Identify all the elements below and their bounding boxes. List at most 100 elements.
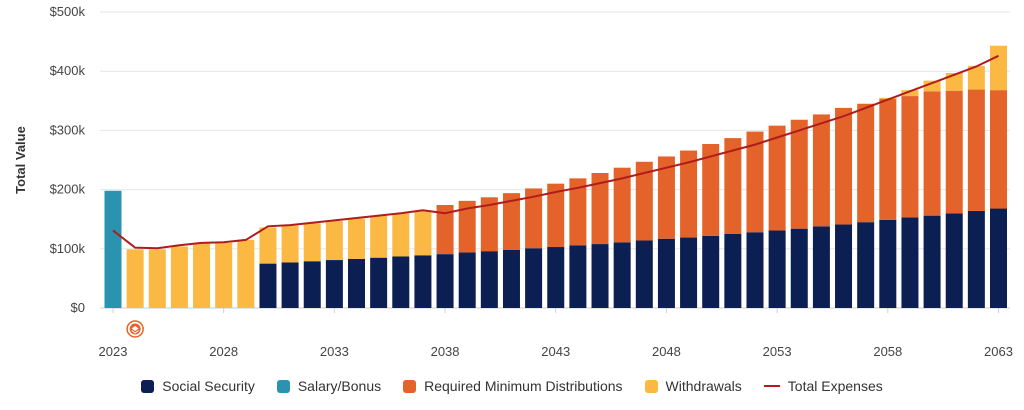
bar-social-security-2038[interactable] xyxy=(436,254,454,308)
legend-label-rmd: Required Minimum Distributions xyxy=(424,378,623,394)
bar-required-minimum-distributions-2045[interactable] xyxy=(591,173,609,245)
x-tick-label: 2043 xyxy=(541,344,570,359)
bar-required-minimum-distributions-2062[interactable] xyxy=(967,89,985,211)
bar-withdrawals-2059[interactable] xyxy=(901,90,919,97)
line-total-expenses[interactable] xyxy=(112,54,999,250)
bar-withdrawals-2037[interactable] xyxy=(414,210,432,256)
y-tick-label: $200k xyxy=(50,182,86,197)
bar-required-minimum-distributions-2053[interactable] xyxy=(768,125,786,231)
bar-required-minimum-distributions-2054[interactable] xyxy=(790,119,808,229)
bar-required-minimum-distributions-2052[interactable] xyxy=(746,131,764,233)
bar-social-security-2051[interactable] xyxy=(724,234,742,308)
bar-withdrawals-2030[interactable] xyxy=(259,227,277,264)
bar-social-security-2053[interactable] xyxy=(768,230,786,308)
bar-social-security-2030[interactable] xyxy=(259,263,277,308)
bar-withdrawals-2035[interactable] xyxy=(370,215,388,258)
bar-required-minimum-distributions-2043[interactable] xyxy=(547,183,565,248)
bar-required-minimum-distributions-2041[interactable] xyxy=(502,193,520,250)
x-tick-label: 2058 xyxy=(873,344,902,359)
bar-social-security-2049[interactable] xyxy=(680,237,698,308)
bar-required-minimum-distributions-2055[interactable] xyxy=(812,114,830,227)
legend-item-total-expenses[interactable]: Total Expenses xyxy=(763,378,883,394)
bar-social-security-2056[interactable] xyxy=(835,224,853,308)
bar-required-minimum-distributions-2051[interactable] xyxy=(724,138,742,234)
bar-required-minimum-distributions-2059[interactable] xyxy=(901,96,919,218)
legend-item-social-security[interactable]: Social Security xyxy=(141,378,255,394)
bar-social-security-2035[interactable] xyxy=(370,257,388,308)
bar-social-security-2043[interactable] xyxy=(547,247,565,308)
bar-social-security-2034[interactable] xyxy=(348,258,366,308)
bar-social-security-2057[interactable] xyxy=(857,222,875,308)
bar-social-security-2054[interactable] xyxy=(790,228,808,308)
bar-required-minimum-distributions-2061[interactable] xyxy=(945,90,963,214)
x-tick-label: 2028 xyxy=(209,344,238,359)
bar-withdrawals-2031[interactable] xyxy=(281,225,299,263)
bar-required-minimum-distributions-2042[interactable] xyxy=(525,188,543,249)
stacked-layers-icon[interactable] xyxy=(126,320,144,338)
x-axis-ticks: 2023 2028 2033 2038 2043 2048 2053 2058 2063 xyxy=(99,308,1013,359)
bar-required-minimum-distributions-2046[interactable] xyxy=(613,167,631,243)
bar-withdrawals-2032[interactable] xyxy=(303,223,321,262)
bar-withdrawals-2026[interactable] xyxy=(170,246,188,308)
bar-withdrawals-2036[interactable] xyxy=(392,213,410,257)
bar-withdrawals-2033[interactable] xyxy=(325,220,343,261)
bar-required-minimum-distributions-2056[interactable] xyxy=(835,107,853,225)
legend-item-rmd[interactable]: Required Minimum Distributions xyxy=(403,378,623,394)
x-tick-label: 2033 xyxy=(320,344,349,359)
bar-social-security-2062[interactable] xyxy=(967,210,985,308)
bar-required-minimum-distributions-2044[interactable] xyxy=(569,178,587,246)
bar-social-security-2037[interactable] xyxy=(414,255,432,308)
bar-withdrawals-2061[interactable] xyxy=(945,72,963,91)
x-tick-label: 2053 xyxy=(763,344,792,359)
bar-social-security-2059[interactable] xyxy=(901,217,919,308)
bar-social-security-2048[interactable] xyxy=(657,238,675,308)
bar-social-security-2036[interactable] xyxy=(392,256,410,308)
bar-required-minimum-distributions-2063[interactable] xyxy=(990,90,1007,209)
bar-social-security-2044[interactable] xyxy=(569,245,587,308)
bar-withdrawals-2025[interactable] xyxy=(148,249,166,308)
bar-social-security-2045[interactable] xyxy=(591,244,609,308)
legend: Social Security Salary/Bonus Required Mi… xyxy=(0,378,1024,394)
bar-withdrawals-2034[interactable] xyxy=(348,218,366,259)
bar-social-security-2042[interactable] xyxy=(525,248,543,308)
bar-social-security-2050[interactable] xyxy=(702,235,720,308)
bar-required-minimum-distributions-2048[interactable] xyxy=(657,156,675,239)
bar-required-minimum-distributions-2058[interactable] xyxy=(879,99,897,220)
bar-social-security-2039[interactable] xyxy=(458,252,476,308)
marker-layer-top xyxy=(131,326,139,331)
bar-social-security-2031[interactable] xyxy=(281,262,299,308)
bar-required-minimum-distributions-2040[interactable] xyxy=(480,197,498,252)
y-tick-label: $0 xyxy=(71,300,85,315)
bar-required-minimum-distributions-2038[interactable] xyxy=(436,204,454,255)
bar-social-security-2032[interactable] xyxy=(303,261,321,308)
bar-required-minimum-distributions-2047[interactable] xyxy=(635,161,653,241)
bar-social-security-2046[interactable] xyxy=(613,242,631,308)
bar-social-security-2061[interactable] xyxy=(945,213,963,308)
legend-item-salary-bonus[interactable]: Salary/Bonus xyxy=(276,378,381,394)
y-tick-label: $500k xyxy=(50,4,86,19)
bar-required-minimum-distributions-2049[interactable] xyxy=(680,150,698,238)
bar-withdrawals-2062[interactable] xyxy=(967,65,985,90)
bar-social-security-2058[interactable] xyxy=(879,219,897,308)
bar-withdrawals-2024[interactable] xyxy=(126,249,144,308)
bar-withdrawals-2029[interactable] xyxy=(237,239,255,308)
bar-social-security-2047[interactable] xyxy=(635,240,653,308)
bar-social-security-2060[interactable] xyxy=(923,215,941,308)
bar-withdrawals-2060[interactable] xyxy=(923,80,941,92)
bar-required-minimum-distributions-2039[interactable] xyxy=(458,200,476,253)
bar-withdrawals-2027[interactable] xyxy=(193,243,211,308)
bar-social-security-2040[interactable] xyxy=(480,251,498,308)
bar-social-security-2052[interactable] xyxy=(746,232,764,308)
bar-withdrawals-2028[interactable] xyxy=(215,242,233,308)
bar-salary-bonus-2023[interactable] xyxy=(104,190,122,308)
legend-item-withdrawals[interactable]: Withdrawals xyxy=(644,378,742,394)
bar-social-security-2033[interactable] xyxy=(325,260,343,308)
bar-withdrawals-2058[interactable] xyxy=(879,97,897,100)
bar-required-minimum-distributions-2057[interactable] xyxy=(857,103,875,223)
bar-social-security-2063[interactable] xyxy=(990,208,1007,308)
bar-social-security-2055[interactable] xyxy=(812,226,830,308)
bar-withdrawals-2063[interactable] xyxy=(990,45,1007,91)
bar-required-minimum-distributions-2050[interactable] xyxy=(702,144,720,236)
bar-required-minimum-distributions-2060[interactable] xyxy=(923,91,941,216)
bar-social-security-2041[interactable] xyxy=(502,249,520,308)
